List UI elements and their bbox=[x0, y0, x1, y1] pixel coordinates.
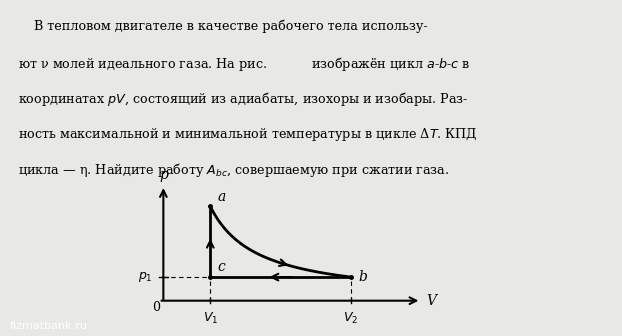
Text: координатах $p$$V$, состоящий из адиабаты, изохоры и изобары. Раз-: координатах $p$$V$, состоящий из адиабат… bbox=[19, 90, 469, 108]
Text: b: b bbox=[358, 270, 367, 284]
Text: fizmatbank.ru: fizmatbank.ru bbox=[9, 321, 87, 331]
Text: $V_2$: $V_2$ bbox=[343, 310, 358, 326]
Text: $p_1$: $p_1$ bbox=[138, 270, 153, 284]
Text: V: V bbox=[426, 294, 436, 308]
Text: c: c bbox=[217, 260, 225, 274]
Text: p: p bbox=[159, 168, 168, 182]
Text: цикла — η. Найдите работу $A_{bc}$, совершаемую при сжатии газа.: цикла — η. Найдите работу $A_{bc}$, сове… bbox=[19, 161, 450, 179]
Text: ность максимальной и минимальной температуры в цикле Δ$T$. КПД: ность максимальной и минимальной темпера… bbox=[19, 126, 478, 142]
Text: a: a bbox=[217, 190, 226, 204]
Text: $V_1$: $V_1$ bbox=[203, 310, 218, 326]
Text: В тепловом двигателе в качестве рабочего тела использу-: В тепловом двигателе в качестве рабочего… bbox=[19, 19, 428, 33]
Text: ют ν молей идеального газа. На рис.           изображён цикл $a$-$b$-$c$ в: ют ν молей идеального газа. На рис. изоб… bbox=[19, 55, 471, 73]
Text: 0: 0 bbox=[152, 301, 160, 314]
